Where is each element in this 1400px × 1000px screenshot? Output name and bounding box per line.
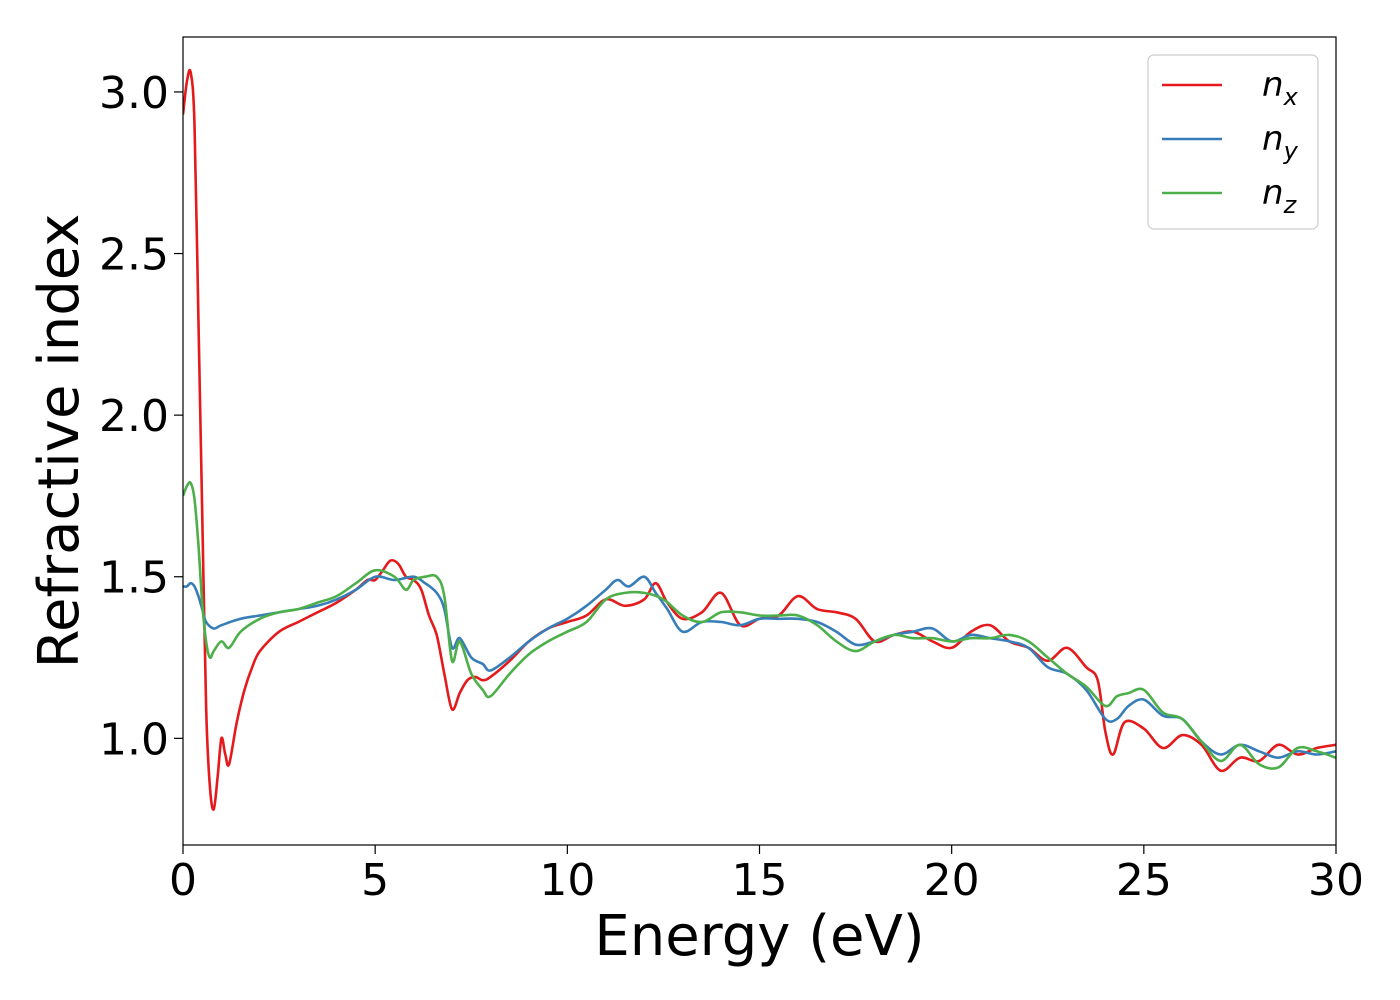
legend-label: ny	[1262, 119, 1299, 165]
legend-label: nx	[1262, 65, 1299, 111]
x-axis: 0 5 10 15 20 25 30	[169, 845, 1364, 906]
y-tick-label: 2.5	[99, 230, 169, 281]
x-tick-label: 25	[1116, 855, 1172, 906]
legend-item-n-x: nx	[1162, 65, 1299, 111]
x-tick-label: 30	[1308, 855, 1364, 906]
y-tick-label: 1.5	[99, 553, 169, 604]
y-tick-label: 1.0	[99, 714, 169, 765]
x-tick-label: 5	[361, 855, 389, 906]
y-axis-title: Refractive index	[27, 214, 92, 669]
x-tick-label: 10	[539, 855, 595, 906]
y-tick-label: 2.0	[99, 391, 169, 442]
y-axis: 1.0 1.5 2.0 2.5 3.0	[99, 68, 183, 765]
x-tick-label: 15	[732, 855, 788, 906]
x-tick-label: 0	[169, 855, 197, 906]
series-line-n-y	[183, 575, 1336, 759]
x-axis-title: Energy (eV)	[594, 904, 924, 969]
plot-lines	[183, 68, 1336, 811]
legend-item-n-y: ny	[1162, 119, 1299, 165]
y-tick-label: 3.0	[99, 68, 169, 119]
x-tick-label: 20	[924, 855, 980, 906]
series-line-n-z	[183, 481, 1336, 770]
legend-box	[1147, 54, 1319, 230]
